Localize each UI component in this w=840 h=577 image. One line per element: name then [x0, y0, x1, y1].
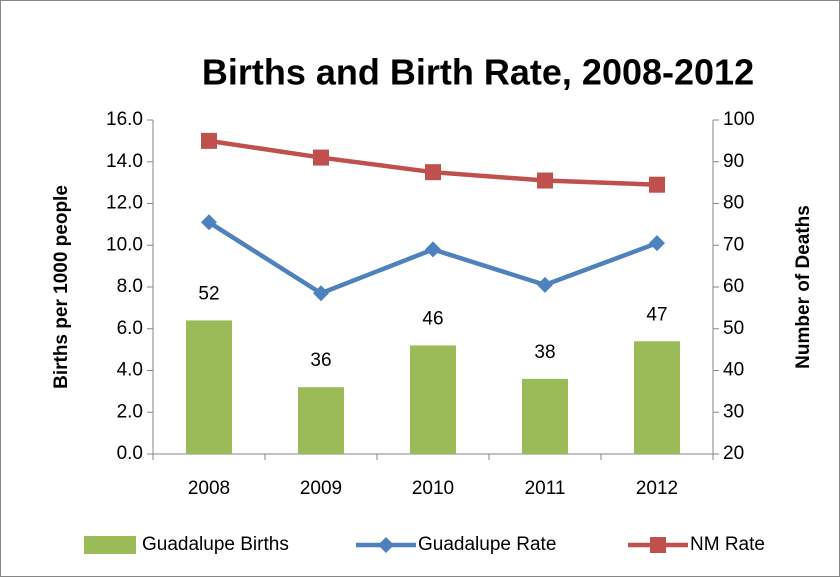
y-tick-label: 12.0: [106, 193, 143, 214]
line-marker: [201, 214, 217, 231]
y2-tick-label: 70: [723, 234, 744, 255]
x-tick-label: 2012: [636, 478, 678, 499]
legend-label: Guadalupe Rate: [418, 534, 556, 555]
y2-tick-label: 90: [723, 151, 744, 172]
legend-label: NM Rate: [690, 534, 765, 555]
bar: [410, 345, 456, 454]
legend-label: Guadalupe Births: [142, 534, 289, 555]
y2-tick-label: 30: [723, 401, 744, 422]
y-tick-label: 4.0: [117, 360, 143, 381]
line-marker: [649, 235, 665, 252]
x-tick-label: 2010: [412, 478, 454, 499]
y2-tick-label: 80: [723, 193, 744, 214]
line-marker: [537, 172, 553, 189]
line-marker: [425, 164, 441, 181]
bar: [522, 378, 568, 454]
y-tick-label: 14.0: [106, 151, 143, 172]
data-label: 36: [310, 350, 331, 371]
data-label: 46: [422, 308, 443, 329]
legend-marker: [378, 537, 394, 553]
y-tick-label: 16.0: [106, 109, 143, 130]
y-tick-label: 2.0: [117, 401, 143, 422]
data-label: 38: [534, 342, 555, 363]
line-marker: [201, 132, 217, 149]
data-label: 47: [646, 304, 667, 325]
bar: [634, 341, 680, 454]
chart-title: Births and Birth Rate, 2008-2012: [202, 52, 754, 93]
line-marker: [313, 285, 329, 302]
line-marker: [313, 149, 329, 166]
y2-tick-label: 50: [723, 318, 744, 339]
y2-tick-label: 40: [723, 360, 744, 381]
y-tick-label: 10.0: [106, 234, 143, 255]
line-marker: [649, 176, 665, 193]
x-tick-label: 2011: [525, 478, 566, 499]
legend-marker: [650, 537, 666, 553]
bar: [298, 387, 344, 454]
y-tick-label: 6.0: [117, 318, 143, 339]
bar: [186, 320, 232, 454]
x-tick-label: 2009: [300, 478, 342, 499]
line-marker: [537, 276, 553, 293]
y2-tick-label: 60: [723, 276, 744, 297]
y-tick-label: 8.0: [117, 276, 143, 297]
data-label: 52: [198, 283, 219, 304]
y2-tick-label: 100: [723, 109, 755, 130]
x-tick-label: 2008: [188, 478, 230, 499]
y2-tick-label: 20: [723, 443, 744, 464]
y-tick-label: 0.0: [117, 443, 143, 464]
line-marker: [425, 241, 441, 258]
y-axis-label: Births per 1000 people: [51, 185, 72, 389]
legend-swatch: [84, 536, 136, 554]
y2-axis-label: Number of Deaths: [793, 205, 814, 369]
